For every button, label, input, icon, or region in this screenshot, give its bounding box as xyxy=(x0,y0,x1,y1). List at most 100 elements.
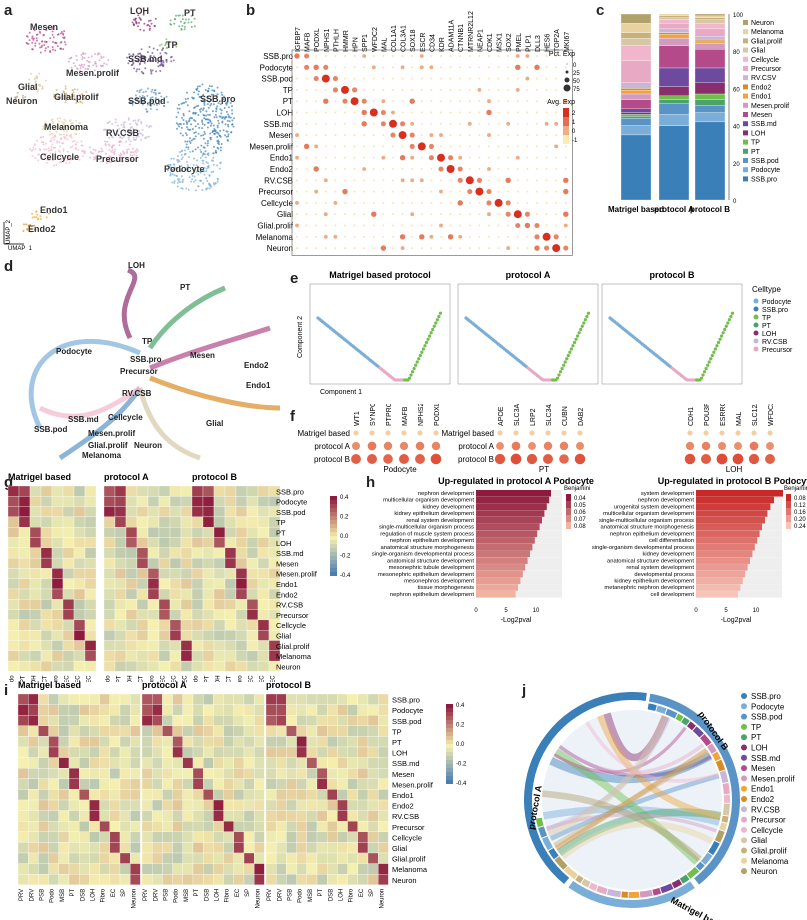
umap-point xyxy=(193,118,196,121)
expression-dot xyxy=(449,213,452,216)
column-label: DSB xyxy=(328,889,334,901)
expression-dot xyxy=(494,198,503,207)
heatmap-cell xyxy=(367,736,379,748)
umap-point xyxy=(123,126,126,129)
heatmap-cell xyxy=(136,578,149,590)
expression-dot xyxy=(392,55,394,57)
umap-point xyxy=(63,122,66,125)
umap-point xyxy=(107,158,110,161)
heatmap-cell xyxy=(276,821,287,832)
umap-point xyxy=(80,140,83,143)
expression-dot xyxy=(296,213,298,216)
colorbar-segment xyxy=(446,724,453,728)
expression-dot xyxy=(371,211,377,217)
umap-point xyxy=(107,59,110,62)
heatmap-cell xyxy=(265,768,277,779)
heatmap-cell xyxy=(306,842,318,854)
heatmap-cell xyxy=(141,810,153,822)
umap-point xyxy=(137,25,140,28)
umap-point xyxy=(176,174,179,177)
heatmap-cell xyxy=(337,810,348,822)
umap-cluster-label: Endo1 xyxy=(40,205,68,215)
pseudotime-point xyxy=(720,334,724,338)
umap-point xyxy=(39,51,42,54)
umap-point xyxy=(52,93,55,96)
colorbar-segment xyxy=(330,500,337,504)
umap-point xyxy=(202,107,205,110)
heatmap-cell xyxy=(114,619,127,631)
go-term-label: renal system development xyxy=(626,565,694,571)
legend-label: RV.CSB xyxy=(762,339,788,346)
expression-dot xyxy=(371,65,376,70)
legend-dot xyxy=(753,298,759,304)
chord-link xyxy=(560,820,714,860)
heatmap-cell xyxy=(306,746,318,758)
expression-dot xyxy=(478,66,481,69)
umap-point xyxy=(149,104,152,107)
umap-point xyxy=(216,93,219,96)
umap-point xyxy=(48,133,51,136)
umap-point xyxy=(228,120,231,123)
cluster-arc-segment xyxy=(721,815,729,823)
heatmap-cell xyxy=(7,578,20,590)
expression-dot xyxy=(334,100,337,103)
expression-dot xyxy=(700,453,712,465)
heatmap-cell xyxy=(192,704,204,716)
umap-point xyxy=(148,135,151,138)
umap-point xyxy=(141,103,144,106)
expression-dot xyxy=(430,224,433,227)
heatmap-cell xyxy=(246,485,259,497)
umap-point xyxy=(70,122,73,125)
heatmap-cell xyxy=(203,746,214,758)
pseudotime-point xyxy=(713,347,717,351)
umap-point xyxy=(142,55,145,58)
umap-point xyxy=(81,58,84,61)
umap-point xyxy=(118,127,121,130)
umap-point xyxy=(155,108,158,111)
heatmap-cell xyxy=(224,516,237,528)
umap-point xyxy=(181,156,184,159)
umap-point xyxy=(39,217,42,220)
heatmap-cell xyxy=(182,842,194,854)
heatmap-cell xyxy=(51,485,64,497)
umap-point xyxy=(71,122,74,125)
heatmap-cell xyxy=(158,609,171,621)
trajectory-label: Neuron xyxy=(134,441,162,450)
umap-point xyxy=(42,135,45,138)
umap-point xyxy=(201,120,204,123)
column-label: PT xyxy=(21,675,27,682)
column-label: Podo xyxy=(106,675,112,682)
heatmap-cell xyxy=(158,557,171,569)
gene-label: SPP1 xyxy=(362,34,369,52)
umap-point xyxy=(220,91,223,94)
heatmap-cell xyxy=(316,746,328,758)
expression-dot xyxy=(516,100,519,103)
umap-point xyxy=(151,52,154,55)
heatmap-cell xyxy=(89,799,100,811)
heatmap-cell xyxy=(51,578,64,590)
umap-point xyxy=(33,228,36,231)
umap-point xyxy=(51,33,54,36)
heatmap-cell xyxy=(235,516,248,528)
heatmap-cell xyxy=(254,863,265,875)
heatmap-cell xyxy=(203,704,214,716)
heatmap-cell xyxy=(114,485,127,497)
expression-dot xyxy=(555,190,558,193)
umap-point xyxy=(137,120,140,123)
umap-point xyxy=(34,44,37,47)
umap-point xyxy=(143,100,146,103)
heatmap-cell xyxy=(103,506,116,518)
heatmap-cell xyxy=(109,789,121,801)
heatmap-cell xyxy=(316,693,328,705)
umap-point xyxy=(194,189,197,192)
heatmap-cell xyxy=(276,736,287,748)
gene-label: IGFBP7 xyxy=(295,27,302,52)
expression-dot xyxy=(382,213,385,216)
umap-point xyxy=(193,25,196,28)
heatmap-cell xyxy=(119,874,131,885)
umap-point xyxy=(58,98,61,101)
expression-dot xyxy=(324,224,327,227)
umap-point xyxy=(81,93,84,96)
umap-point xyxy=(132,62,135,65)
umap-point xyxy=(104,152,107,155)
